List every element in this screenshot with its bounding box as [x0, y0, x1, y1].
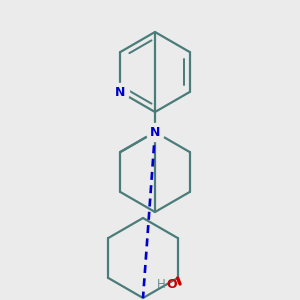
Text: O: O	[167, 278, 177, 290]
Text: N: N	[150, 125, 160, 139]
Text: H: H	[157, 278, 165, 290]
Text: N: N	[115, 85, 125, 98]
